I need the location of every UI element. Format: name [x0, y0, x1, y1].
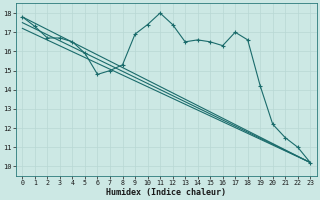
- X-axis label: Humidex (Indice chaleur): Humidex (Indice chaleur): [106, 188, 226, 197]
